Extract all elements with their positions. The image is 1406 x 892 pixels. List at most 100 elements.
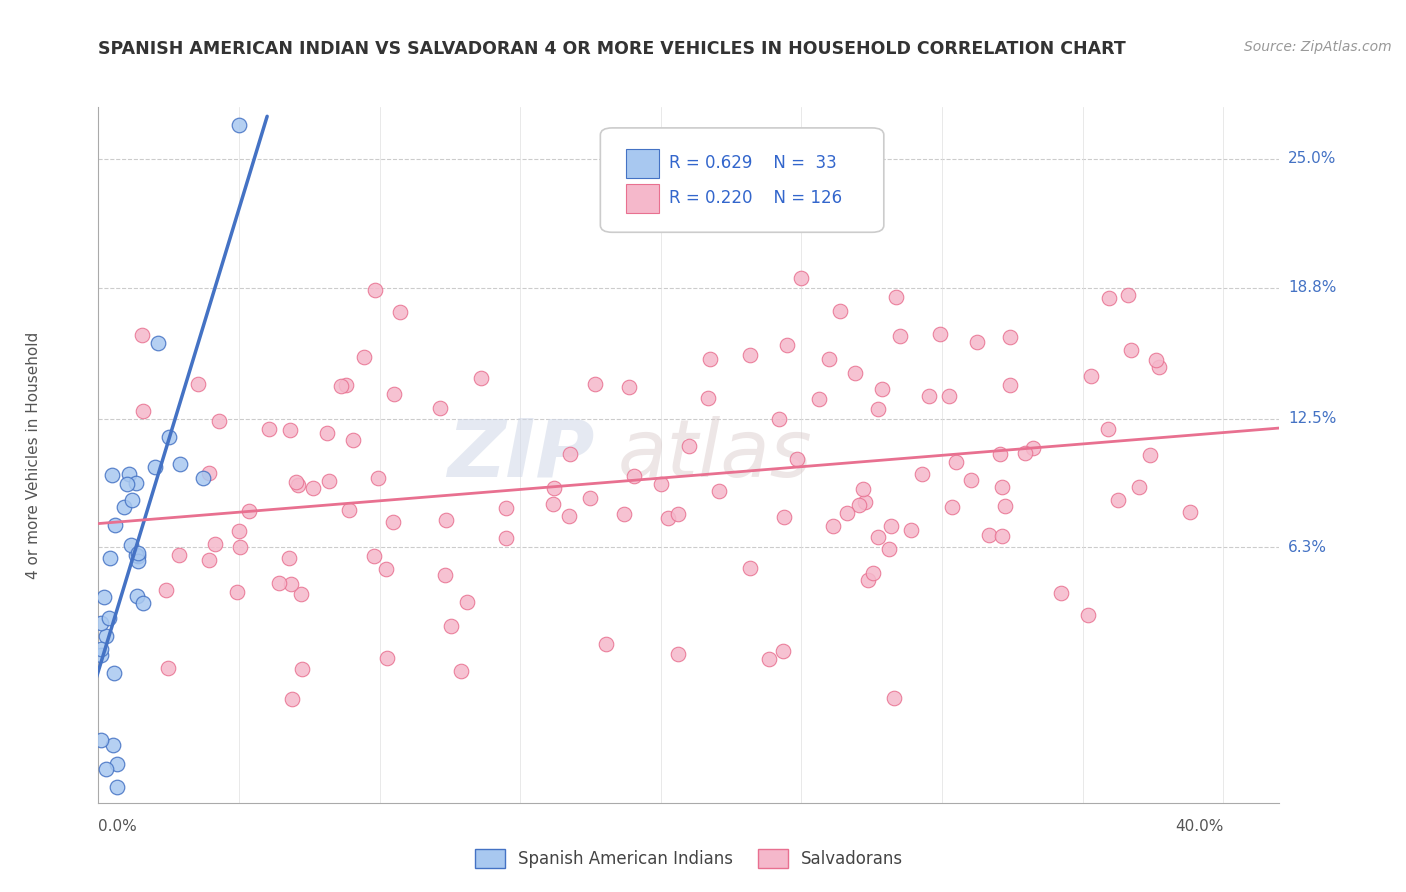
Point bbox=[337, 502, 360, 516]
Point bbox=[257, 422, 280, 436]
Point bbox=[364, 283, 387, 297]
Text: 6.3%: 6.3% bbox=[1288, 540, 1327, 555]
Point bbox=[115, 477, 138, 491]
FancyBboxPatch shape bbox=[600, 128, 884, 232]
Text: R = 0.629    N =  33: R = 0.629 N = 33 bbox=[669, 154, 837, 172]
Point bbox=[90, 615, 112, 630]
Text: 12.5%: 12.5% bbox=[1288, 411, 1336, 426]
Point bbox=[617, 379, 640, 393]
Point bbox=[579, 491, 602, 506]
Point bbox=[879, 519, 901, 533]
Point bbox=[988, 447, 1011, 461]
Point bbox=[945, 455, 967, 469]
Point bbox=[197, 553, 219, 567]
Point bbox=[678, 439, 700, 453]
Point bbox=[112, 500, 135, 514]
Point bbox=[1077, 607, 1099, 622]
Point bbox=[118, 467, 141, 481]
Point bbox=[595, 637, 617, 651]
Point bbox=[768, 411, 790, 425]
Point bbox=[363, 549, 385, 564]
FancyBboxPatch shape bbox=[626, 149, 659, 178]
Point bbox=[389, 305, 412, 319]
Text: R = 0.220    N = 126: R = 0.220 N = 126 bbox=[669, 189, 842, 207]
Point bbox=[998, 330, 1021, 344]
Point bbox=[776, 338, 799, 352]
Point bbox=[872, 382, 894, 396]
Point bbox=[966, 335, 988, 350]
Point bbox=[132, 597, 155, 611]
Point bbox=[709, 484, 731, 499]
Point bbox=[98, 610, 121, 624]
Point bbox=[374, 562, 396, 576]
Point bbox=[278, 423, 301, 437]
Point bbox=[844, 367, 866, 381]
Point bbox=[157, 430, 180, 444]
Point bbox=[1178, 505, 1201, 519]
Point bbox=[848, 498, 870, 512]
Point bbox=[928, 327, 950, 342]
Point bbox=[315, 425, 337, 440]
Point bbox=[1097, 422, 1119, 436]
Point bbox=[287, 477, 309, 491]
Point bbox=[697, 392, 720, 406]
Point bbox=[434, 567, 457, 582]
Point bbox=[862, 566, 884, 580]
Point bbox=[367, 471, 389, 485]
Point bbox=[167, 548, 190, 562]
Point bbox=[131, 328, 153, 343]
Point bbox=[772, 510, 794, 524]
Point bbox=[1128, 481, 1150, 495]
Point bbox=[335, 377, 357, 392]
Point bbox=[852, 482, 875, 496]
Point bbox=[280, 577, 302, 591]
Point bbox=[318, 474, 340, 488]
Point bbox=[382, 387, 405, 401]
Point bbox=[918, 389, 941, 403]
Point bbox=[125, 589, 148, 603]
Point bbox=[156, 661, 179, 675]
Point bbox=[1139, 448, 1161, 462]
Point bbox=[699, 351, 721, 366]
Point bbox=[169, 457, 191, 471]
Point bbox=[960, 473, 983, 487]
Point bbox=[758, 651, 780, 665]
Point bbox=[353, 350, 375, 364]
Point bbox=[738, 561, 761, 575]
Text: atlas: atlas bbox=[619, 416, 813, 494]
Legend: Spanish American Indians, Salvadorans: Spanish American Indians, Salvadorans bbox=[468, 842, 910, 874]
Point bbox=[1080, 368, 1102, 383]
Point bbox=[155, 582, 177, 597]
Point bbox=[228, 118, 250, 132]
Text: 0.0%: 0.0% bbox=[98, 820, 138, 834]
Point bbox=[238, 504, 260, 518]
Point bbox=[456, 595, 478, 609]
Point bbox=[1119, 343, 1142, 357]
Point bbox=[90, 648, 112, 662]
Point bbox=[228, 524, 250, 538]
Point bbox=[786, 451, 808, 466]
Point bbox=[290, 586, 312, 600]
Point bbox=[623, 468, 645, 483]
Point bbox=[911, 467, 934, 482]
Point bbox=[105, 756, 128, 771]
Point bbox=[738, 347, 761, 361]
Point bbox=[104, 518, 127, 533]
Point bbox=[657, 511, 679, 525]
Point bbox=[543, 497, 565, 511]
Point bbox=[330, 379, 353, 393]
Point bbox=[991, 529, 1014, 543]
Point bbox=[1022, 442, 1045, 456]
Point bbox=[375, 650, 398, 665]
Point bbox=[127, 546, 149, 560]
Point bbox=[127, 549, 149, 563]
Point bbox=[789, 270, 811, 285]
Point bbox=[277, 550, 299, 565]
Point bbox=[990, 480, 1012, 494]
Point bbox=[301, 482, 323, 496]
Point bbox=[543, 481, 565, 495]
Point bbox=[585, 377, 607, 392]
Point bbox=[877, 542, 900, 557]
Text: 40.0%: 40.0% bbox=[1175, 820, 1223, 834]
Point bbox=[830, 303, 852, 318]
